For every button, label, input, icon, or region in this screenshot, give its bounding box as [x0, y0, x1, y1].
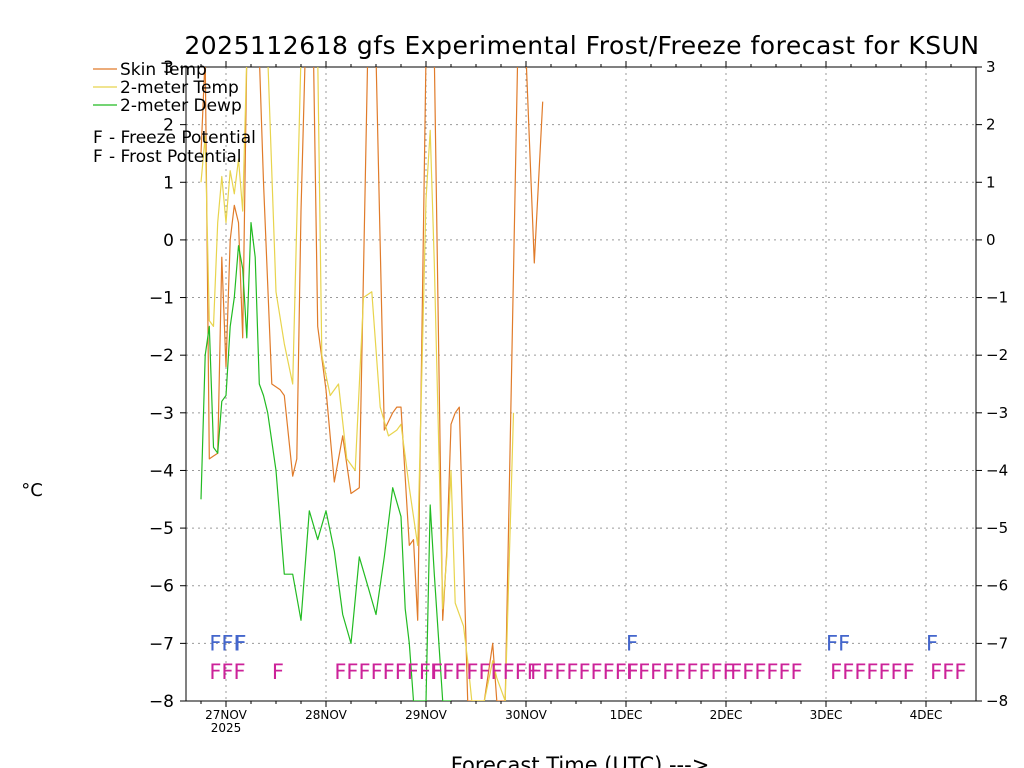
legend-label: Skin Temp — [120, 60, 207, 80]
y-tick-label-right: −5 — [986, 519, 1008, 537]
series-line-skin-temp — [200, 67, 544, 701]
y-tick-label-left: 2 — [163, 116, 174, 136]
x-tick-label: 1DEC — [610, 708, 643, 722]
flag-legend-label: - Frost Potential — [109, 147, 242, 167]
chart-title: 2025112618 gfs Experimental Frost/Freeze… — [184, 31, 979, 60]
x-tick-label: 30NOV — [505, 708, 547, 722]
frost-flag: FFF — [209, 631, 245, 655]
y-tick-label-right: −7 — [986, 634, 1008, 652]
x-tick-label: 2DEC — [710, 708, 743, 722]
y-tick-label-left: 0 — [163, 231, 174, 251]
frost-flag: FF — [826, 631, 850, 655]
y-tick-label-right: 1 — [986, 173, 996, 191]
freeze-flag: FFFFFFFFF — [626, 660, 735, 684]
y-tick-label-left: −8 — [149, 692, 174, 712]
series-lines — [200, 67, 544, 701]
frost-flag: F — [926, 631, 938, 655]
y-tick-label-left: −5 — [149, 519, 174, 539]
series-line-2-meter-temp — [200, 67, 515, 701]
x-tick-sublabel: 2025 — [211, 721, 242, 735]
flag-legend-symbol: F — [93, 147, 103, 167]
y-tick-label-left: 3 — [163, 58, 174, 78]
y-tick-label-right: −4 — [986, 461, 1008, 479]
x-tick-label: 3DEC — [810, 708, 843, 722]
y-tick-label-right: 2 — [986, 116, 996, 134]
legend-label: 2-meter Temp — [120, 78, 239, 98]
plot-frame — [185, 66, 977, 702]
x-axis-label: Forecast Time (UTC) ---> — [451, 753, 710, 768]
y-tick-label-right: −8 — [986, 692, 1008, 710]
y-tick-label-left: −1 — [149, 289, 174, 309]
y-tick-label-left: −4 — [149, 461, 174, 481]
gridlines — [186, 67, 976, 701]
x-tick-label: 27NOV — [205, 708, 247, 722]
freeze-flag: F — [272, 660, 284, 684]
freeze-flag: FFF — [930, 660, 966, 684]
y-tick-label-left: −7 — [149, 634, 174, 654]
freeze-flag: FFFFFFFFF — [334, 660, 443, 684]
flag-legend-symbol: F — [93, 128, 103, 148]
frost-flag: F — [234, 631, 246, 655]
frost-freeze-flags: FFFF F FF FFFF F FFFFFFFFFFFFFFFFFFFFFFFFFFFF… — [209, 631, 966, 684]
axes: −8 −8 −7 −7 −6 −6 −5 −5 −4 −4 −3 −3 −2 −2 −1 −1 0 0 1 1 2 2 3 3… — [149, 58, 1008, 735]
y-tick-label-right: −2 — [986, 346, 1008, 364]
freeze-flag: FFFFFFF — [830, 660, 915, 684]
frost-flag: F — [626, 631, 638, 655]
x-tick-label: 29NOV — [405, 708, 447, 722]
y-tick-label-left: 1 — [163, 173, 174, 193]
y-tick-label-left: −6 — [149, 577, 174, 597]
legend-label: 2-meter Dewp — [120, 96, 242, 116]
series-line-2-meter-dewp — [200, 222, 451, 701]
y-tick-label-left: −2 — [149, 346, 174, 366]
y-axis-label: °C — [21, 480, 43, 501]
flag-legend-label: - Freeze Potential — [109, 128, 256, 148]
y-tick-label-left: −3 — [149, 404, 174, 424]
y-tick-label-right: 3 — [986, 58, 996, 76]
y-tick-label-right: −3 — [986, 404, 1008, 422]
freeze-flag: FFFFFFFFF — [530, 660, 639, 684]
x-tick-label: 28NOV — [305, 708, 347, 722]
y-tick-label-right: −1 — [986, 289, 1008, 307]
y-tick-label-right: −6 — [986, 577, 1008, 595]
freeze-flag: FFFFFF — [730, 660, 802, 684]
freeze-flag: FFF — [209, 660, 245, 684]
y-tick-label-right: 0 — [986, 231, 996, 249]
x-tick-label: 4DEC — [910, 708, 943, 722]
freeze-flag: FFFFFFFFF — [430, 660, 539, 684]
